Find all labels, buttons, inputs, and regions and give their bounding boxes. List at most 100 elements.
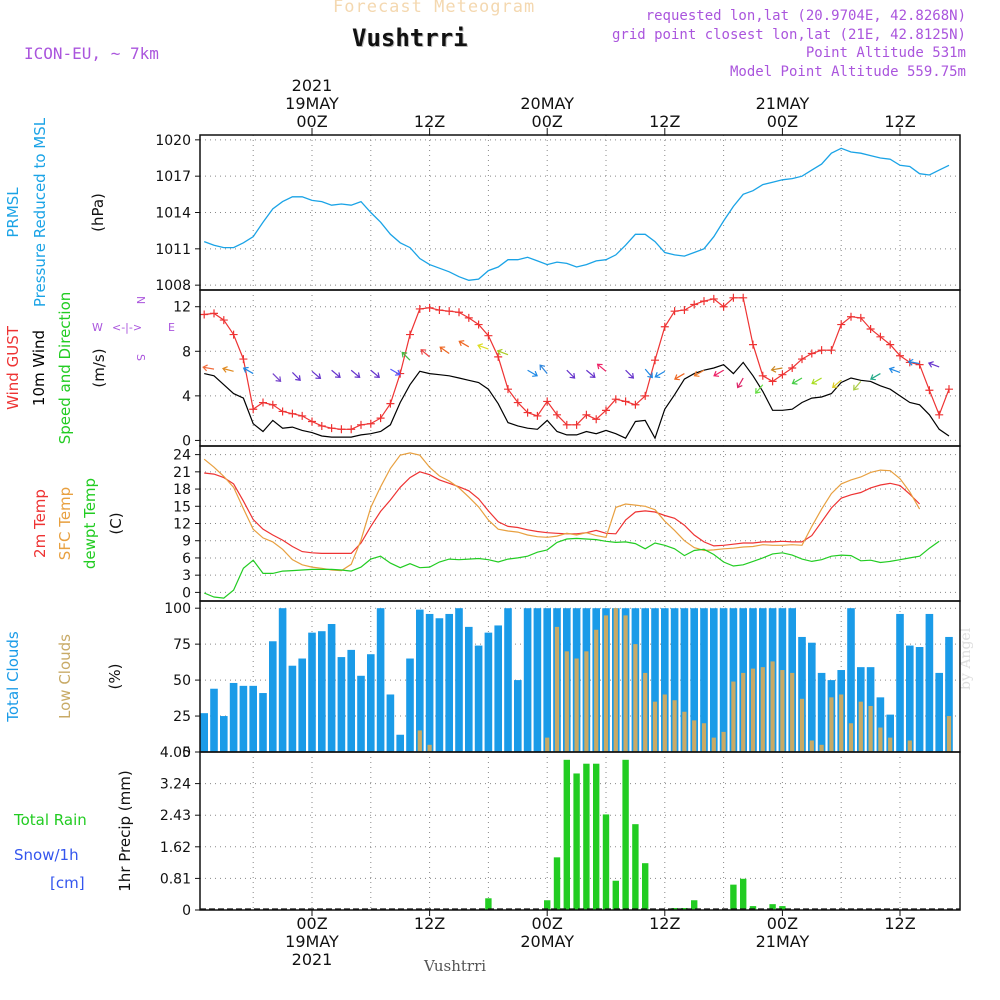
- y-tick-label: 1017: [155, 169, 191, 185]
- compass-label: N: [134, 296, 147, 304]
- bar-clouds-1: [839, 694, 844, 752]
- wind-vector: [596, 363, 607, 372]
- gust-marker: [572, 420, 581, 429]
- y-tick-label: 0: [182, 433, 191, 449]
- gust-marker: [886, 340, 895, 349]
- bar-clouds-0: [318, 631, 326, 752]
- bar-clouds-0: [543, 608, 551, 752]
- footer-location: Vushtrri: [424, 957, 487, 975]
- bar-clouds-0: [200, 713, 208, 752]
- wind-vector: [674, 373, 685, 381]
- time-label-bottom: 12Z: [884, 914, 915, 933]
- bar-clouds-1: [603, 615, 609, 752]
- bar-clouds-0: [915, 647, 924, 752]
- bar-clouds-0: [484, 632, 493, 752]
- gust-marker: [219, 316, 228, 325]
- bar-clouds-1: [564, 651, 569, 752]
- gust-marker: [366, 419, 375, 428]
- y-tick-label: 1.62: [160, 840, 191, 856]
- gust-marker: [317, 421, 326, 430]
- gust-marker: [298, 411, 307, 420]
- gust-marker: [876, 332, 885, 341]
- bar-clouds-1: [858, 701, 863, 752]
- gust-marker: [523, 408, 532, 417]
- wind-vector: [370, 369, 380, 378]
- bar-clouds-1: [848, 723, 854, 752]
- wind-vector: [654, 370, 666, 379]
- bar-clouds-0: [504, 608, 512, 752]
- gust-marker: [229, 330, 238, 339]
- gust-marker: [651, 356, 659, 365]
- gust-marker: [543, 397, 552, 406]
- time-label-top: 12Z: [884, 112, 915, 131]
- bar-clouds-0: [817, 672, 826, 752]
- bar-precipitation-0: [681, 908, 688, 910]
- panel-frame: [199, 751, 961, 911]
- gust-marker: [592, 415, 601, 424]
- gust-marker: [494, 352, 503, 361]
- time-label-top: 00Z: [296, 112, 327, 131]
- y-tick-label: 12: [173, 517, 191, 533]
- bar-clouds-0: [886, 714, 894, 752]
- time-label-top: 12Z: [649, 112, 680, 131]
- gust-marker: [435, 306, 444, 315]
- gust-marker: [239, 355, 248, 364]
- wind-vector: [832, 379, 842, 388]
- time-label-top: 00Z: [532, 112, 563, 131]
- gust-marker: [200, 310, 209, 319]
- time-label-top: 21MAY: [756, 94, 810, 113]
- bar-precipitation-0: [632, 824, 639, 910]
- bar-clouds-1: [780, 670, 785, 752]
- gust-marker: [729, 293, 738, 302]
- bar-clouds-1: [672, 700, 677, 752]
- gust-marker: [778, 370, 787, 379]
- bar-clouds-1: [946, 716, 952, 752]
- bar-clouds-1: [888, 737, 893, 752]
- bar-clouds-0: [680, 608, 689, 752]
- gust-marker: [945, 385, 953, 394]
- gust-marker: [798, 355, 806, 364]
- wind-vector: [496, 348, 509, 356]
- y-tick-label: 1008: [155, 278, 191, 294]
- gust-marker: [513, 398, 522, 407]
- gust-marker: [249, 405, 258, 414]
- gust-marker: [445, 307, 454, 316]
- wind-vector: [625, 369, 635, 379]
- series-2m-temp: [204, 471, 921, 555]
- location-title: Vushtrri: [352, 24, 468, 52]
- gust-marker: [611, 395, 620, 404]
- wind-vector: [566, 369, 576, 379]
- bar-clouds-1: [701, 723, 707, 752]
- y-axis-label: 1hr Precip (mm): [116, 770, 134, 891]
- bar-clouds-1: [613, 608, 618, 752]
- gust-marker: [807, 349, 816, 358]
- gust-marker: [641, 391, 650, 400]
- y-axis-label: (%): [106, 664, 124, 690]
- gust-marker: [925, 386, 934, 395]
- panel-label: Wind GUST: [4, 325, 22, 410]
- bar-clouds-1: [819, 744, 824, 752]
- panel-precipitation: 0 0.81 1.62 2.43 3.24 4.05 Total Rain Snow/1h [c…: [13, 745, 961, 919]
- panel-label: Low Clouds: [56, 634, 74, 719]
- bar-precipitation-0: [602, 814, 610, 910]
- panel-wind: 0 4 8 12 N S W <-|-> E Wind GUST 10m Wind Speed and…: [4, 290, 961, 449]
- bar-clouds-0: [876, 697, 885, 752]
- wind-vector: [907, 358, 920, 366]
- y-tick-label: 0: [182, 903, 191, 919]
- bar-clouds-0: [719, 608, 728, 752]
- panel-label: dewpt Temp: [81, 478, 99, 569]
- bar-clouds-0: [670, 608, 679, 752]
- bar-clouds-0: [327, 624, 336, 752]
- bar-clouds-0: [700, 608, 708, 752]
- wind-vector: [401, 351, 411, 361]
- time-label-bottom: 19MAY: [285, 932, 339, 951]
- bar-clouds-0: [474, 645, 483, 752]
- bar-clouds-0: [337, 657, 346, 752]
- gust-marker: [337, 425, 346, 434]
- gust-marker: [621, 397, 630, 406]
- gust-marker: [553, 410, 561, 419]
- bar-clouds-1: [545, 737, 550, 752]
- bar-clouds-0: [455, 608, 463, 752]
- time-label-top: 00Z: [767, 112, 798, 131]
- wind-vector: [291, 372, 301, 381]
